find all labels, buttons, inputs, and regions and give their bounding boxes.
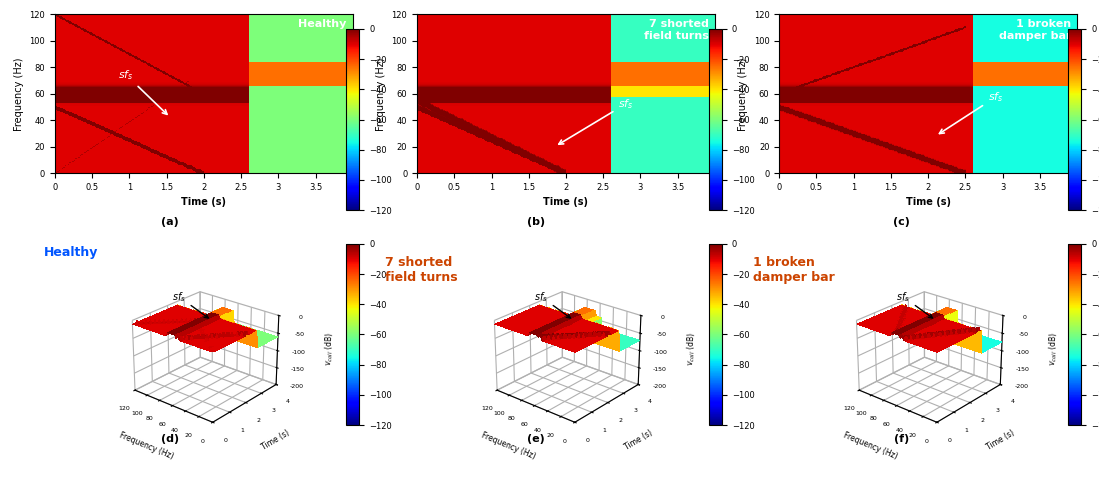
Y-axis label: Time (s): Time (s) — [985, 428, 1015, 452]
Text: (f): (f) — [893, 434, 909, 444]
X-axis label: Frequency (Hz): Frequency (Hz) — [119, 431, 175, 461]
Y-axis label: Frequency (Hz): Frequency (Hz) — [14, 57, 24, 130]
X-axis label: Time (s): Time (s) — [544, 198, 588, 207]
Text: $sf_s$: $sf_s$ — [534, 290, 570, 318]
Text: Healthy: Healthy — [299, 19, 347, 29]
Text: (e): (e) — [528, 434, 545, 444]
Text: 1 broken
damper bar: 1 broken damper bar — [753, 256, 834, 284]
Text: (a): (a) — [162, 216, 179, 227]
Text: $sf_s$: $sf_s$ — [119, 68, 167, 114]
Text: (b): (b) — [528, 216, 545, 227]
X-axis label: Time (s): Time (s) — [181, 198, 226, 207]
Text: $sf_s$: $sf_s$ — [897, 290, 933, 318]
Text: $sf_s$: $sf_s$ — [940, 90, 1003, 133]
Text: (d): (d) — [162, 434, 179, 444]
X-axis label: Time (s): Time (s) — [906, 198, 951, 207]
Text: $sf_s$: $sf_s$ — [173, 290, 209, 318]
Text: 7 shorted
field turns: 7 shorted field turns — [385, 256, 457, 284]
Text: 1 broken
damper bar: 1 broken damper bar — [999, 19, 1072, 41]
Text: $sf_s$: $sf_s$ — [558, 97, 634, 144]
Y-axis label: Frequency (Hz): Frequency (Hz) — [376, 57, 386, 130]
Text: 7 shorted
field turns: 7 shorted field turns — [644, 19, 709, 41]
X-axis label: Frequency (Hz): Frequency (Hz) — [480, 431, 537, 461]
X-axis label: Frequency (Hz): Frequency (Hz) — [843, 431, 899, 461]
Text: (c): (c) — [892, 216, 910, 227]
Text: Healthy: Healthy — [44, 246, 98, 259]
Y-axis label: Time (s): Time (s) — [260, 428, 291, 452]
Y-axis label: Time (s): Time (s) — [622, 428, 654, 452]
Y-axis label: Frequency (Hz): Frequency (Hz) — [739, 57, 748, 130]
